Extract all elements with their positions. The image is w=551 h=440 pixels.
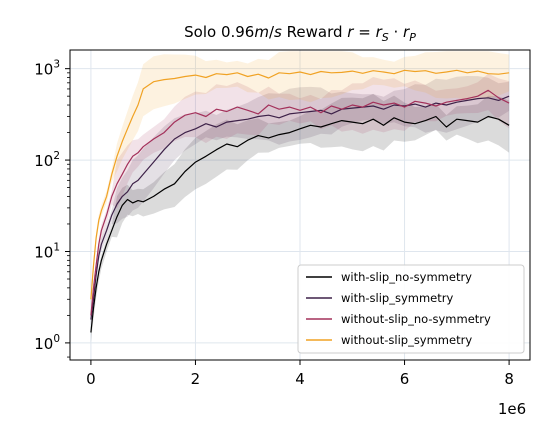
- line-without-slip_symmetry: [90, 69, 510, 300]
- band-without-slip_no-symmetry: [90, 73, 510, 325]
- legend-label: with-slip_no-symmetry: [341, 270, 472, 284]
- legend-label: without-slip_symmetry: [341, 333, 472, 347]
- band-without-slip_symmetry: [90, 51, 510, 307]
- confidence-bands: [90, 51, 510, 343]
- legend-frame: [297, 264, 525, 354]
- y-axis: 100 101 102 103: [34, 59, 70, 358]
- series-lines: [90, 69, 510, 333]
- legend-label: with-slip_symmetry: [341, 291, 453, 305]
- x-tick-label: 2: [191, 370, 201, 388]
- x-offset-label: 1e6: [498, 400, 526, 418]
- line-with-slip_no-symmetry: [90, 115, 510, 333]
- y-tick-label: 103: [34, 59, 60, 79]
- x-tick-label: 0: [86, 370, 96, 388]
- y-tick-label: 100: [34, 333, 60, 353]
- x-tick-label: 6: [400, 370, 410, 388]
- x-tick-label: 8: [504, 370, 514, 388]
- x-axis: 0 2 4 6 8: [86, 360, 514, 388]
- line-with-slip_symmetry: [90, 95, 510, 320]
- chart-title: Solo 0.96m/s Reward r = rS · rP: [184, 23, 416, 44]
- y-tick-label: 102: [34, 150, 60, 170]
- legend-label: without-slip_no-symmetry: [341, 312, 491, 326]
- line-without-slip_no-symmetry: [90, 89, 510, 316]
- band-with-slip_no-symmetry: [90, 93, 510, 343]
- legend: with-slip_no-symmetry with-slip_symmetryw…: [297, 264, 525, 354]
- x-tick-label: 4: [295, 370, 305, 388]
- band-with-slip_symmetry: [90, 76, 510, 326]
- y-tick-label: 101: [34, 241, 60, 261]
